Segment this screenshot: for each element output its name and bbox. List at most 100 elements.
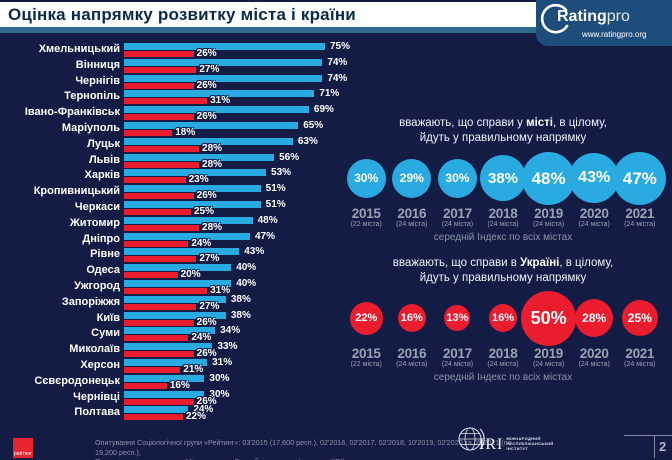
bar-track: 71% 31% [120,89,360,106]
city-section-title: вважають, що справи у місті, в цілому, й… [340,116,666,146]
country-direction-bar [124,114,194,121]
country-bar-value: 16% [169,379,190,391]
page-number: 2 [659,439,667,454]
country-year-label: 2018 [488,346,518,361]
city-title-prefix: вважають, що справи у [399,117,527,129]
city-title-bold: місті [526,117,553,129]
bar-track: 30% 26% [120,389,360,406]
city-title-line2: йдуть у правильному напрямку [419,132,587,144]
city-bar-value: 31% [212,356,233,368]
city-bar-value: 51% [265,198,286,210]
brand-bold: Rating [557,8,607,25]
bar-track: 53% 23% [120,167,360,185]
city-label: Вінниця [75,58,120,71]
country-bar-value: 24% [191,332,212,344]
city-country-bar-chart: Хмельницький 75% 26% Вінниця 74% 27% Чернігів 7… [8,42,360,422]
country-direction-bar [124,272,178,279]
country-title-prefix: вважають, що справи в [392,257,521,269]
bar-row: Тернопіль 71% 31% [8,89,360,106]
city-label: Київ [96,311,120,324]
city-direction-bar [124,153,275,161]
city-percent-circle: 29% [392,158,432,198]
city-column: 30% 2015 (22 міста) [343,150,389,229]
country-bar-value: 26% [196,111,217,123]
page-title: Оцінка напрямку розвитку міста і країни [8,4,356,24]
country-bar-value: 28% [202,158,223,170]
city-year-label: 2016 [397,206,427,221]
bar-row: Чернівці 30% 26% [8,389,360,406]
bar-row: Одеса 40% 20% [8,262,360,280]
city-percent-circle: 47% [613,151,667,205]
country-title-suffix: , в цілому, [559,257,614,269]
country-direction-bar [124,145,200,152]
source-line2: Проведене на замовлення Міжнародного Рес… [95,457,535,460]
bar-row: Львів 56% 28% [8,152,360,170]
country-percent-circle: 16% [489,304,517,332]
bar-track: 74% 27% [120,57,360,74]
bar-row: Чернігів 74% 26% [8,72,360,90]
city-bar-value: 53% [271,167,292,179]
country-title-bold: Україні [520,257,560,269]
country-direction-bar [124,398,194,405]
city-circle-box: 29% [392,150,432,206]
city-direction-bar [124,327,216,335]
city-year-note: (22 міста) [350,221,382,228]
bar-row: Хмельницький 75% 26% [8,42,360,59]
country-year-label: 2016 [397,346,427,361]
bar-row: Дніпро 47% 24% [8,231,360,248]
city-label: Маріуполь [61,121,120,134]
bar-track: 40% 31% [120,278,360,295]
country-direction-bar [124,366,181,373]
bar-track: 33% 26% [120,342,360,359]
country-column: 16% 2016 (24 міста) [389,290,435,369]
city-bar-value: 48% [257,214,278,226]
country-bar-value: 27% [199,300,220,312]
country-direction-bar [124,287,208,294]
rating-group-logo: рейтинг [13,438,33,458]
bar-row: Запоріжжя 38% 27% [8,293,360,312]
bar-row: Сєвєродонецьк 30% 16% [8,373,360,391]
country-bar-value: 27% [199,253,220,265]
country-circle-box: 50% [521,290,577,346]
city-bar-value: 24% [193,404,214,416]
city-label: Одеса [86,264,120,277]
city-circles: 30% 2015 (22 міста) 29% 2016 (24 міста) 30% 201… [340,150,667,229]
city-direction-bar [124,74,323,82]
bar-track: 30% 16% [120,373,360,391]
city-bar-value: 43% [244,246,265,258]
bar-row: Івано-Франківськ 69% 26% [8,105,360,123]
city-bar-value: 74% [327,72,348,84]
country-direction-bar [124,382,167,389]
city-label: Рівне [90,248,120,261]
bar-track: 31% 21% [120,356,360,374]
country-bar-value: 28% [202,221,223,233]
country-percent-circle: 22% [349,301,383,335]
country-direction-bar [124,303,197,310]
bar-track: 51% 26% [120,184,360,201]
country-bar-value: 28% [202,142,223,154]
city-direction-bar [124,311,226,319]
city-label: Херсон [80,358,120,371]
bar-track: 43% 27% [120,246,360,265]
country-year-label: 2021 [625,346,655,361]
city-label: Ужгород [74,279,120,292]
country-direction-bar [124,161,200,168]
city-year-note: (24 міста) [578,221,610,228]
country-year-label: 2020 [579,346,609,361]
city-bar-value: 38% [230,293,251,305]
city-year-label: 2015 [351,206,381,221]
city-year-note: (24 міста) [396,221,428,228]
city-circle-box: 48% [522,150,576,206]
bar-row: Рівне 43% 27% [8,246,360,265]
city-label: Чернігів [75,74,120,87]
bar-track: 38% 26% [120,310,360,327]
city-circle-box: 30% [437,150,477,206]
city-percent-circle: 30% [346,158,386,198]
country-year-label: 2015 [351,346,381,361]
country-direction-bar [124,51,194,57]
bar-track: 56% 28% [120,152,360,170]
city-column: 43% 2020 (24 міста) [569,150,620,229]
source-line1: Опитування Соціологічної групи «Рейтинг»… [95,438,512,457]
city-bar-value: 40% [236,262,257,274]
source-note: Опитування Соціологічної групи «Рейтинг»… [95,438,535,460]
